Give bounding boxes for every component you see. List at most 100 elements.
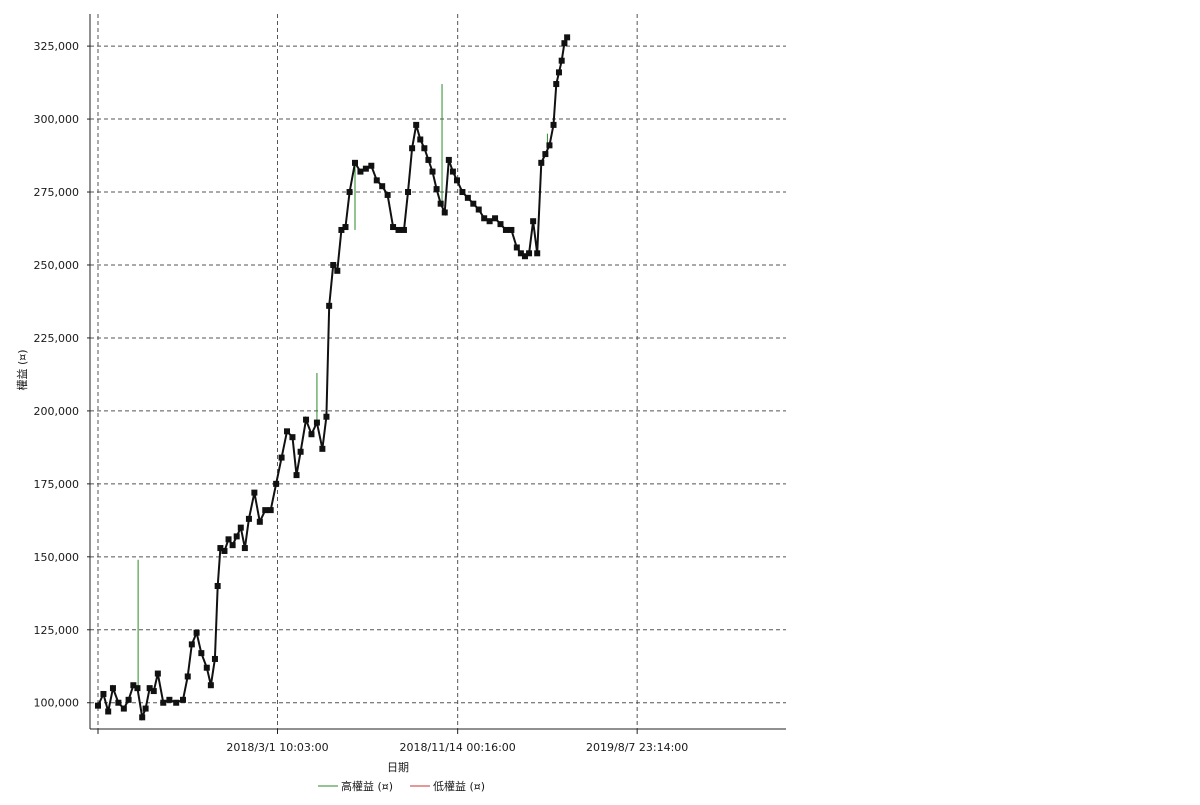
equity-point bbox=[550, 121, 557, 128]
equity-point bbox=[313, 419, 320, 426]
equity-point bbox=[203, 664, 210, 671]
equity-point bbox=[534, 250, 541, 257]
equity-point bbox=[229, 542, 236, 549]
equity-point bbox=[256, 518, 263, 525]
legend: 高權益 (¤) 低權益 (¤) bbox=[318, 779, 485, 793]
equity-point bbox=[417, 136, 424, 143]
equity-point bbox=[319, 445, 326, 452]
x-axis-label: 日期 bbox=[387, 761, 409, 774]
equity-point bbox=[368, 162, 375, 169]
equity-point bbox=[546, 142, 553, 149]
equity-point bbox=[459, 189, 466, 196]
equity-point bbox=[409, 145, 416, 152]
legend-label-low: 低權益 (¤) bbox=[433, 779, 485, 793]
y-tick-label: 325,000 bbox=[34, 40, 80, 53]
equity-point bbox=[207, 682, 214, 689]
equity-point bbox=[470, 200, 477, 207]
equity-point bbox=[323, 413, 330, 420]
equity-point bbox=[278, 454, 285, 461]
equity-point bbox=[486, 218, 493, 225]
y-tick-label: 225,000 bbox=[34, 332, 80, 345]
y-tick-label: 200,000 bbox=[34, 405, 80, 418]
equity-point bbox=[464, 194, 471, 201]
equity-point bbox=[308, 431, 315, 438]
equity-point bbox=[273, 480, 280, 487]
equity-point bbox=[237, 524, 244, 531]
x-tick-label: 2018/3/1 10:03:00 bbox=[226, 741, 328, 754]
equity-point bbox=[338, 226, 345, 233]
equity-point bbox=[521, 253, 528, 260]
equity-point bbox=[100, 690, 107, 697]
equity-point bbox=[146, 685, 153, 692]
equity-point bbox=[326, 302, 333, 309]
equity-point bbox=[293, 472, 300, 479]
equity-point bbox=[150, 688, 157, 695]
equity-point bbox=[179, 696, 186, 703]
equity-point bbox=[184, 673, 191, 680]
equity-point bbox=[481, 215, 488, 222]
equity-point bbox=[221, 547, 228, 554]
equity-point bbox=[334, 267, 341, 274]
equity-point bbox=[530, 218, 537, 225]
equity-point bbox=[193, 629, 200, 636]
equity-point bbox=[453, 177, 460, 184]
equity-point bbox=[115, 699, 122, 706]
equity-point bbox=[225, 536, 232, 543]
equity-point bbox=[154, 670, 161, 677]
equity-point bbox=[188, 641, 195, 648]
equity-point bbox=[413, 121, 420, 128]
equity-point bbox=[357, 168, 364, 175]
equity-point bbox=[379, 183, 386, 190]
equity-point bbox=[134, 685, 141, 692]
equity-point bbox=[160, 699, 167, 706]
equity-point bbox=[303, 416, 310, 423]
equity-point bbox=[173, 699, 180, 706]
equity-point bbox=[297, 448, 304, 455]
y-tick-label: 175,000 bbox=[34, 478, 80, 491]
equity-point bbox=[502, 226, 509, 233]
equity-point bbox=[517, 250, 524, 257]
labels-layer: 100,000 125,000 150,000 175,000 200,000 225,0… bbox=[34, 40, 689, 754]
equity-line bbox=[97, 36, 569, 722]
y-tick-label: 275,000 bbox=[34, 186, 80, 199]
y-tick-label: 150,000 bbox=[34, 551, 80, 564]
equity-point bbox=[245, 515, 252, 522]
y-tick-label: 100,000 bbox=[34, 697, 80, 710]
equity-point bbox=[262, 507, 269, 514]
equity-point bbox=[198, 650, 205, 657]
equity-point bbox=[120, 705, 127, 712]
equity-point bbox=[352, 159, 359, 166]
equity-point bbox=[497, 221, 504, 228]
equity-point bbox=[125, 696, 132, 703]
equity-point bbox=[214, 583, 221, 589]
y-tick-label: 125,000 bbox=[34, 624, 80, 637]
equity-point bbox=[95, 702, 101, 709]
equity-point bbox=[373, 177, 380, 184]
y-tick-label: 300,000 bbox=[34, 113, 80, 126]
equity-point bbox=[553, 81, 560, 88]
equity-point bbox=[526, 250, 533, 257]
equity-point bbox=[211, 655, 218, 662]
equity-point bbox=[241, 545, 248, 552]
x-tick-label: 2019/8/7 23:14:00 bbox=[586, 741, 688, 754]
y-axis-label: 權益 (¤) bbox=[15, 349, 29, 390]
equity-point bbox=[449, 168, 456, 175]
equity-point bbox=[492, 215, 499, 222]
grid-layer bbox=[90, 14, 786, 729]
equity-point bbox=[441, 209, 448, 216]
series-layer bbox=[95, 34, 571, 722]
equity-point bbox=[217, 545, 224, 552]
equity-point bbox=[267, 507, 274, 514]
equity-point bbox=[142, 705, 149, 712]
equity-point bbox=[284, 428, 291, 435]
equity-point bbox=[513, 244, 520, 251]
equity-point bbox=[508, 226, 515, 233]
equity-point bbox=[433, 186, 440, 193]
legend-label-high: 高權益 (¤) bbox=[341, 779, 393, 793]
equity-point bbox=[395, 226, 402, 233]
equity-point bbox=[166, 696, 173, 703]
equity-point bbox=[561, 40, 568, 47]
equity-point bbox=[405, 189, 412, 196]
equity-point bbox=[109, 685, 116, 692]
